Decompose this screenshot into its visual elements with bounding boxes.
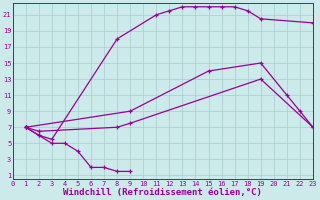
X-axis label: Windchill (Refroidissement éolien,°C): Windchill (Refroidissement éolien,°C) xyxy=(63,188,262,197)
